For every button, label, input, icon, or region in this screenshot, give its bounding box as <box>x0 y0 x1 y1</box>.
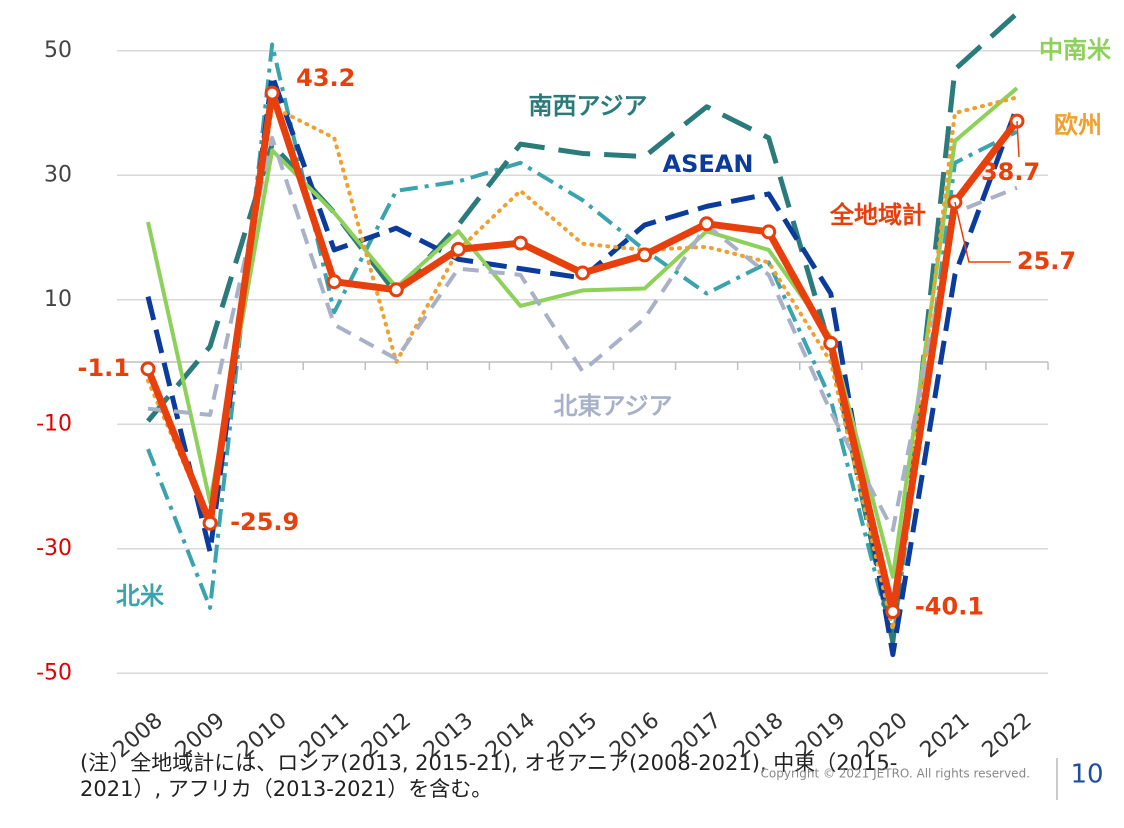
y-tick-label: 10 <box>44 287 72 312</box>
data-label: 43.2 <box>296 64 355 92</box>
series-label: ASEAN <box>663 150 754 178</box>
data-label: 38.7 <box>981 158 1040 186</box>
series-line <box>146 95 1019 632</box>
y-tick-label: -30 <box>36 536 72 561</box>
point-marker <box>140 361 156 377</box>
point-marker <box>388 282 404 298</box>
data-label: 25.7 <box>1017 247 1076 275</box>
point-marker <box>264 85 280 101</box>
series-label: 北東アジア <box>553 392 672 420</box>
series-label: 全地域計 <box>829 201 926 229</box>
data-label: -40.1 <box>915 593 984 621</box>
series-line <box>146 86 1019 579</box>
y-tick-label: 30 <box>44 162 72 187</box>
point-marker <box>512 235 528 251</box>
point-marker <box>637 247 653 263</box>
y-tick-label: -10 <box>36 411 72 436</box>
point-marker <box>761 224 777 240</box>
note-line: (注）全地域計には、ロシア(2013, 2015-21), オセアニア(2008… <box>80 751 897 775</box>
page-number: 10 <box>1070 760 1103 790</box>
point-marker <box>823 335 839 351</box>
series-line <box>147 135 1018 533</box>
series-label: 欧州 <box>1054 111 1102 139</box>
data-label: -1.1 <box>78 354 130 382</box>
point-marker <box>326 274 342 290</box>
x-tick-label: 2021 <box>916 708 975 763</box>
series-label: 北米 <box>116 582 164 610</box>
series-label: 中南米 <box>1039 36 1111 64</box>
data-label: -25.9 <box>230 508 299 536</box>
leader-line <box>954 201 1011 263</box>
note-line: 2021）, アフリカ（2013-2021）を含む。 <box>80 777 492 801</box>
point-marker <box>450 241 466 257</box>
leader-line <box>1016 121 1020 158</box>
y-tick-label: 50 <box>44 38 72 63</box>
y-tick-label: -50 <box>36 660 72 685</box>
point-marker <box>202 515 218 531</box>
copyright: Copyright © 2021 JETRO. All rights reser… <box>761 767 1030 781</box>
point-marker <box>885 604 901 620</box>
series-line <box>145 73 1020 658</box>
point-marker <box>699 216 715 232</box>
x-tick-label: 2022 <box>978 708 1037 763</box>
point-marker <box>574 265 590 281</box>
series-label: 南西アジア <box>528 92 647 120</box>
